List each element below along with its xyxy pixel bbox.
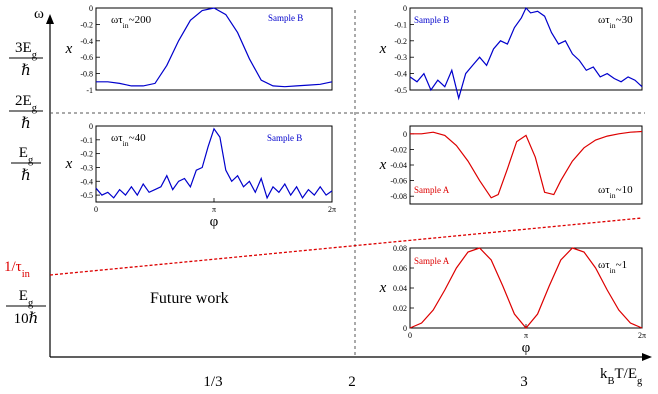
main-x-axis-arrow — [642, 353, 652, 361]
y-level-label: 2Eg ℏ — [9, 93, 43, 132]
inset-y-tick-label: -1 — [86, 86, 93, 95]
inset-y-tick-label: 0.06 — [393, 264, 407, 273]
main-x-label: kBT/Eg — [600, 366, 643, 387]
inset-y-tick-label: -0.08 — [390, 192, 407, 201]
inset-y-tick-label: 0 — [89, 4, 93, 13]
inset-y-tick-label: -0.3 — [80, 163, 93, 172]
inset-y-tick-label: -0.1 — [394, 20, 407, 29]
inset-x-tick-label: 0 — [408, 331, 412, 340]
y-level-numerator: 2Eg — [15, 93, 38, 114]
main-x-tick-label: 2 — [348, 374, 356, 390]
inset-sample-label: Sample A — [414, 185, 450, 195]
inset-y-label: x — [65, 156, 73, 172]
inset-sample-label: Sample B — [267, 133, 302, 143]
inset-y-label: x — [379, 157, 387, 173]
tau-label: 1/τin — [4, 259, 31, 280]
inset-sample-label: Sample A — [414, 256, 450, 266]
inset-y-tick-label: -0.06 — [390, 177, 407, 186]
y-level-denominator: ℏ — [21, 63, 31, 79]
inset-x-tick-label: π — [212, 205, 216, 214]
main-y-label: ω — [34, 6, 44, 22]
inset-y-tick-label: 0 — [403, 324, 407, 333]
y-level-label: 3Eg ℏ — [9, 40, 43, 79]
inset-y-tick-label: -0.4 — [80, 37, 93, 46]
inset-x-tick-label: 2π — [638, 331, 646, 340]
inset-y-tick-label: -0.2 — [394, 37, 407, 46]
inset-y-tick-label: -0.4 — [80, 177, 93, 186]
y-level-numerator: Eg — [19, 145, 34, 166]
inset-y-tick-label: -0.4 — [394, 70, 407, 79]
inset-y-tick-label: -0.1 — [80, 136, 93, 145]
inset-y-label: x — [379, 280, 387, 296]
inset-y-tick-label: -0.8 — [80, 70, 93, 79]
inset-x-label: φ — [210, 214, 219, 230]
inset-y-tick-label: -0.3 — [394, 53, 407, 62]
inset-y-tick-label: 0.02 — [393, 304, 407, 313]
inset-x-label: φ — [522, 340, 531, 356]
inset-y-tick-label: 0 — [403, 130, 407, 139]
inset-y-tick-label: -0.5 — [394, 86, 407, 95]
y-level-numerator: 3Eg — [15, 40, 38, 61]
inset-y-tick-label: -0.2 — [80, 20, 93, 29]
inset-y-label: x — [379, 41, 387, 57]
future-work-label: Future work — [150, 290, 229, 307]
y-level-denominator: ℏ — [21, 168, 31, 184]
inset-y-tick-label: -0.5 — [80, 191, 93, 200]
inset-y-tick-label: 0 — [403, 4, 407, 13]
y-level-label: Eg ℏ — [11, 145, 41, 184]
inset-x-tick-label: π — [524, 331, 528, 340]
inset-y-tick-label: 0.04 — [393, 284, 407, 293]
inset-y-tick-label: -0.6 — [80, 53, 93, 62]
inset-y-tick-label: -0.04 — [390, 161, 407, 170]
inset-y-tick-label: -0.2 — [80, 150, 93, 159]
y-level-numerator: Eg — [19, 288, 34, 309]
main-x-tick-label: 3 — [520, 374, 528, 390]
y-level-label: Eg 10ℏ — [6, 288, 46, 327]
y-level-denominator: 10ℏ — [14, 311, 39, 327]
inset-sample-label: Sample B — [414, 15, 449, 25]
main-y-axis-arrow — [46, 14, 54, 24]
inset-x-tick-label: 2π — [328, 205, 336, 214]
y-level-denominator: ℏ — [21, 116, 31, 132]
inset-sample-label: Sample B — [268, 13, 303, 23]
main-x-tick-label: 1/3 — [203, 374, 222, 390]
inset-x-tick-label: 0 — [94, 205, 98, 214]
inset-y-tick-label: -0.02 — [390, 145, 407, 154]
inset-y-label: x — [65, 41, 73, 57]
inset-y-tick-label: 0.08 — [393, 244, 407, 253]
inset-y-tick-label: 0 — [89, 122, 93, 131]
